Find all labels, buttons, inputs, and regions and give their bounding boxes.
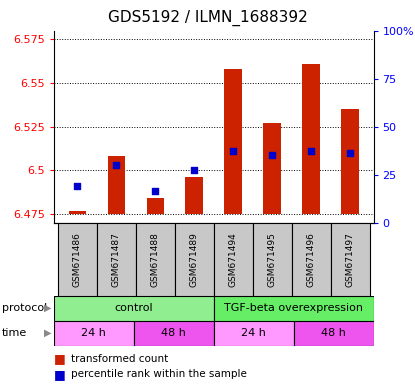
Bar <box>214 296 374 321</box>
Bar <box>136 223 175 296</box>
Text: control: control <box>115 303 153 313</box>
Text: 48 h: 48 h <box>321 328 346 338</box>
Bar <box>54 321 134 346</box>
Bar <box>146 198 164 214</box>
Text: ▶: ▶ <box>44 328 51 338</box>
Text: GSM671487: GSM671487 <box>112 232 121 286</box>
Point <box>308 148 315 154</box>
Point <box>269 152 276 158</box>
Bar <box>186 177 203 214</box>
Text: protocol: protocol <box>2 303 47 313</box>
Text: 24 h: 24 h <box>81 328 106 338</box>
Text: GSM671494: GSM671494 <box>229 232 238 286</box>
Bar <box>134 321 214 346</box>
Text: ▶: ▶ <box>44 303 51 313</box>
Bar <box>294 321 374 346</box>
Point <box>191 167 198 174</box>
Bar <box>253 223 292 296</box>
Text: GSM671495: GSM671495 <box>268 232 277 286</box>
Text: TGF-beta overexpression: TGF-beta overexpression <box>224 303 363 313</box>
Bar <box>214 321 294 346</box>
Bar <box>303 64 320 214</box>
Point <box>152 188 159 194</box>
Bar <box>214 223 253 296</box>
Text: GSM671486: GSM671486 <box>73 232 82 286</box>
Text: 48 h: 48 h <box>161 328 186 338</box>
Text: 24 h: 24 h <box>241 328 266 338</box>
Bar <box>175 223 214 296</box>
Text: percentile rank within the sample: percentile rank within the sample <box>71 369 247 379</box>
Bar <box>68 210 86 214</box>
Text: transformed count: transformed count <box>71 354 168 364</box>
Point <box>113 162 120 168</box>
Point <box>347 150 354 156</box>
Bar <box>292 223 331 296</box>
Bar <box>58 223 97 296</box>
Bar <box>107 156 125 214</box>
Bar <box>342 109 359 214</box>
Text: GSM671488: GSM671488 <box>151 232 160 286</box>
Point <box>230 148 237 154</box>
Bar <box>97 223 136 296</box>
Text: GDS5192 / ILMN_1688392: GDS5192 / ILMN_1688392 <box>107 10 308 26</box>
Text: ■: ■ <box>54 353 66 366</box>
Text: GSM671489: GSM671489 <box>190 232 199 286</box>
Bar <box>331 223 370 296</box>
Text: GSM671496: GSM671496 <box>307 232 316 286</box>
Text: GSM671497: GSM671497 <box>346 232 355 286</box>
Bar <box>264 123 281 214</box>
Text: ■: ■ <box>54 368 66 381</box>
Bar <box>225 69 242 214</box>
Text: time: time <box>2 328 27 338</box>
Point <box>74 183 81 189</box>
Bar <box>54 296 214 321</box>
